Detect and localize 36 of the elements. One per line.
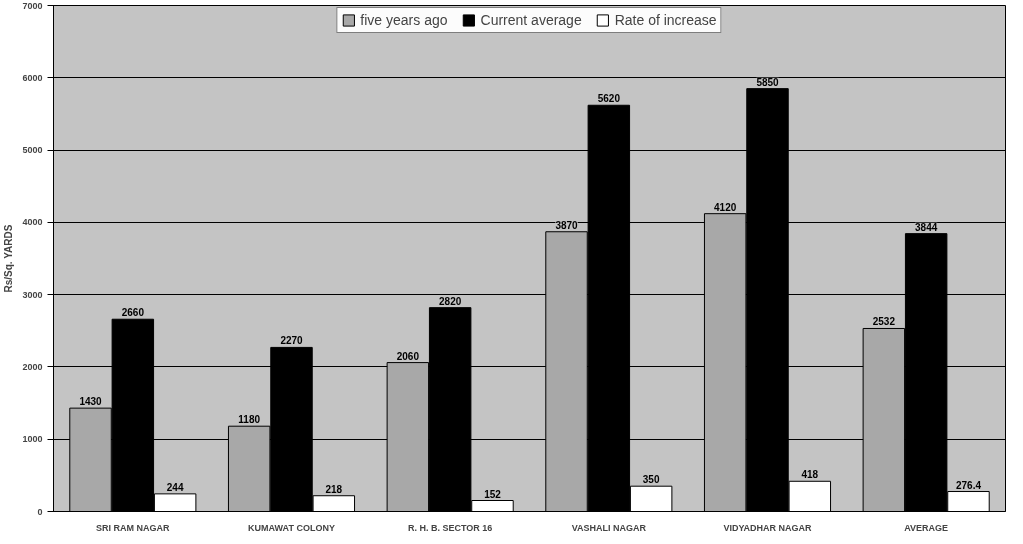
data-label: 276.4 [955,479,982,491]
x-tick-label: SRI RAM NAGAR [96,522,171,533]
data-label: 2270 [280,335,304,347]
data-label: 3870 [555,219,579,231]
x-tick-label: AVERAGE [904,522,949,533]
data-label: 350 [642,474,660,486]
data-label: 1430 [79,396,103,408]
y-axis-title: Rs/Sq. YARDS [3,224,15,293]
data-label: 5850 [756,76,780,88]
data-label: 218 [325,483,343,495]
data-label: 418 [801,469,819,481]
y-tick-label: 6000 [22,72,43,83]
y-tick-label: 2000 [22,361,43,372]
x-tick-label: VASHALI NAGAR [571,522,647,533]
data-label: 1180 [238,414,261,426]
data-label: 3844 [915,221,938,233]
data-label: 2532 [872,316,896,328]
data-label: 2060 [396,350,420,362]
y-tick-label: 0 [37,506,43,517]
data-label: 152 [484,488,502,500]
y-tick-label: 5000 [22,145,43,156]
x-tick-label: VIDYADHAR NAGAR [723,522,813,533]
y-tick-label: 1000 [22,434,43,445]
x-tick-label: KUMAWAT COLONY [248,522,335,533]
data-label: 4120 [714,201,737,213]
legend-label: Current average [480,12,582,28]
data-label: 5620 [597,93,621,105]
data-label: 2820 [439,295,462,307]
legend-label: five years ago [360,12,448,28]
x-tick-label: R. H. B. SECTOR 16 [407,522,493,533]
data-label: 2660 [121,307,145,319]
y-tick-label: 7000 [22,0,43,11]
y-tick-label: 4000 [22,217,43,228]
y-tick-label: 3000 [22,289,43,300]
data-label: 244 [166,481,184,493]
legend-label: Rate of increase [614,12,717,28]
